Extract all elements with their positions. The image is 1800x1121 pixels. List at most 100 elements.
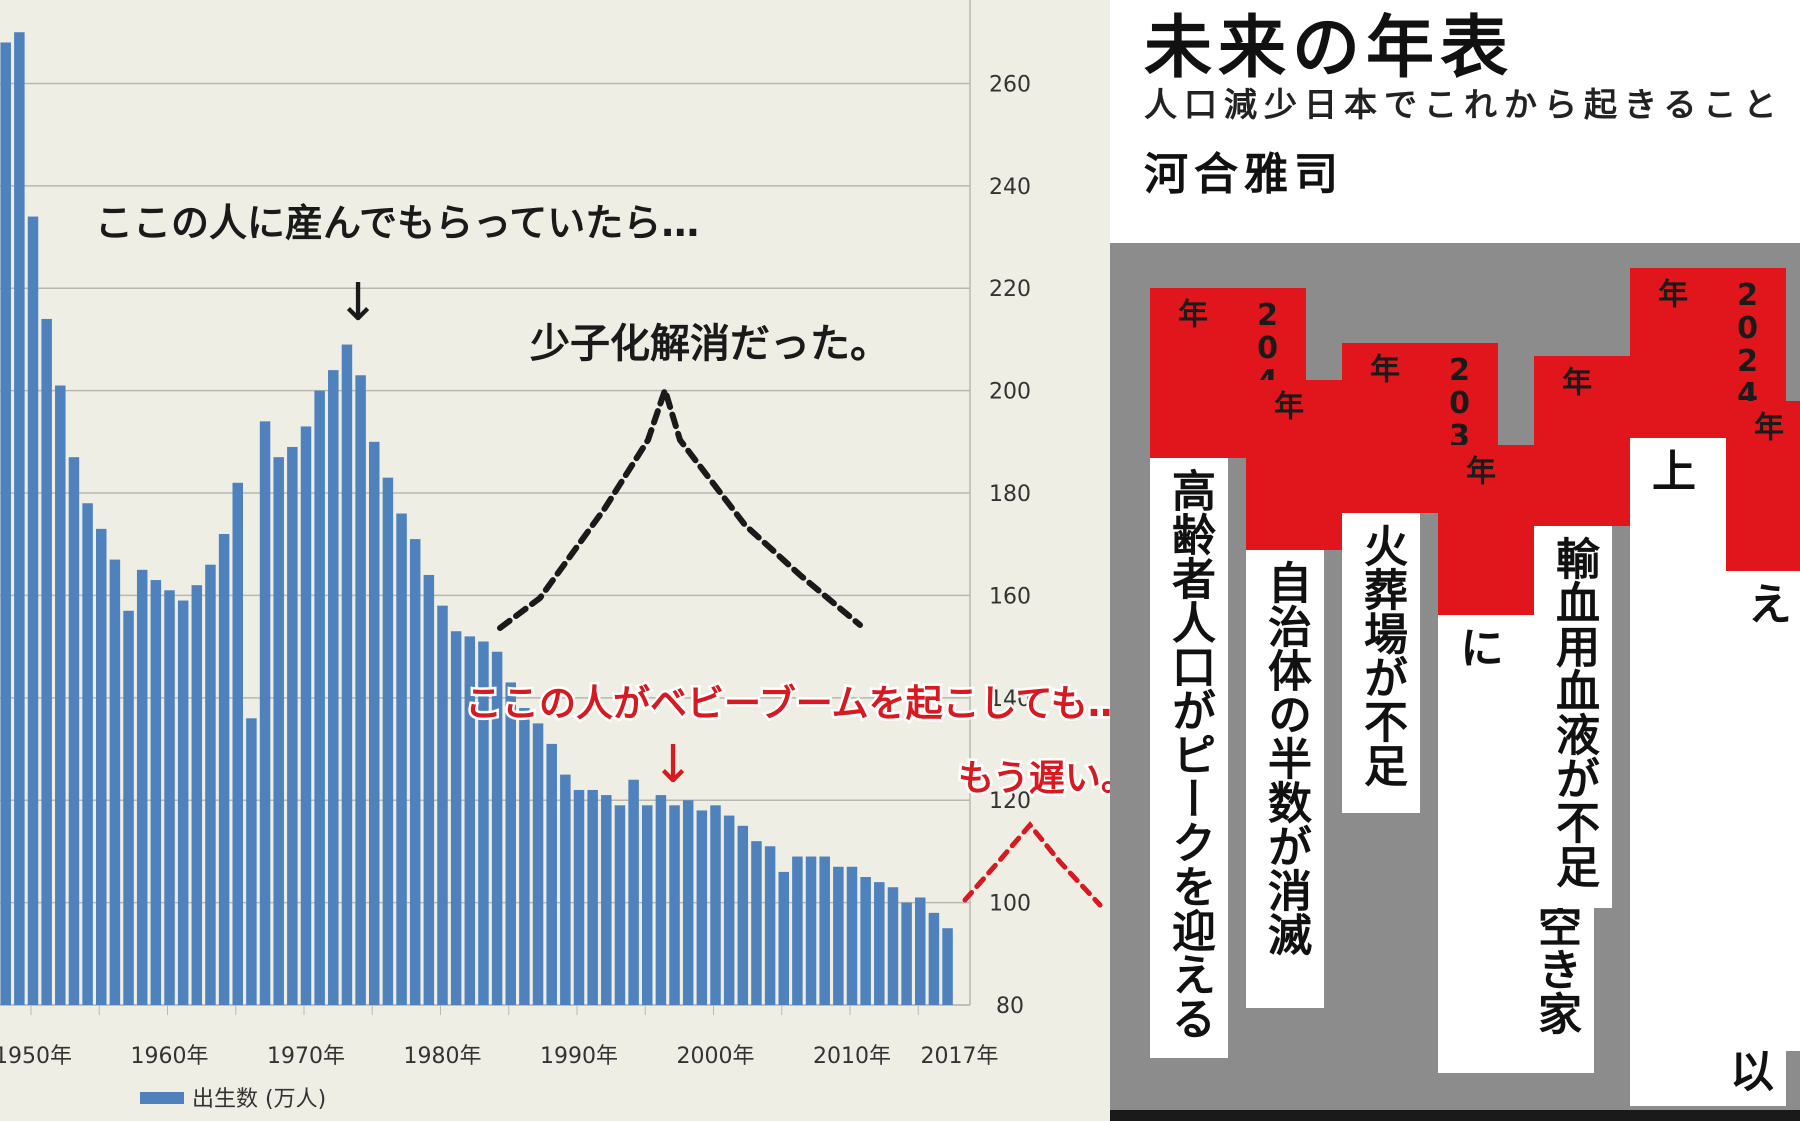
bar bbox=[682, 800, 694, 1005]
bar bbox=[109, 559, 121, 1005]
bar bbox=[300, 426, 312, 1006]
bar bbox=[532, 723, 544, 1005]
x-tick-label: 1980年 bbox=[404, 1044, 482, 1069]
bar bbox=[369, 441, 380, 1006]
bar bbox=[792, 856, 803, 1005]
y-tick-label: 240 bbox=[989, 175, 1031, 200]
bar bbox=[437, 605, 448, 1005]
annotation-dashed-peak-red bbox=[962, 821, 1103, 908]
bar bbox=[205, 564, 216, 1005]
bar bbox=[96, 528, 107, 1005]
card-text: 自治体の半数が消滅 bbox=[1246, 550, 1324, 1008]
bar bbox=[328, 370, 339, 1005]
timeline-card-2020: 2020年 女性の半数が50歳超え bbox=[1726, 401, 1800, 1051]
x-tick-label: 1960年 bbox=[131, 1044, 209, 1069]
bar bbox=[723, 815, 735, 1005]
bar bbox=[642, 805, 653, 1005]
bar bbox=[396, 513, 407, 1005]
bar bbox=[573, 789, 585, 1005]
bar bbox=[696, 810, 708, 1005]
legend-swatch bbox=[140, 1092, 184, 1104]
bar bbox=[82, 503, 93, 1005]
bar bbox=[355, 375, 366, 1005]
bar bbox=[246, 718, 257, 1005]
bar bbox=[409, 539, 421, 1005]
bar bbox=[259, 421, 271, 1005]
card-text: 輸血用血液が不足 bbox=[1534, 526, 1612, 908]
y-tick-label: 140 bbox=[989, 687, 1031, 712]
x-tick-label: 1990年 bbox=[540, 1044, 618, 1069]
birth-bar-chart: 80 100 120 140 160 180 200 220 240 260 1950年 1960年… bbox=[0, 0, 1110, 1112]
bar bbox=[833, 866, 844, 1005]
bar bbox=[382, 477, 394, 1005]
bar bbox=[669, 805, 680, 1005]
birth-chart-panel: 80 100 120 140 160 180 200 220 240 260 1950年 1960年… bbox=[0, 0, 1110, 1121]
y-tick-label: 120 bbox=[989, 789, 1031, 814]
card-text: 高齢者人口がピークを迎える bbox=[1150, 458, 1228, 1058]
bar bbox=[778, 871, 789, 1005]
bar bbox=[860, 877, 871, 1005]
timeline-card-2027: 2027年 輸血用血液が不足 bbox=[1534, 356, 1690, 908]
bar bbox=[191, 585, 203, 1005]
annotation-resolved-note: 少子化解消だった。 bbox=[530, 321, 890, 367]
bar bbox=[519, 708, 530, 1005]
bar bbox=[710, 805, 721, 1005]
bar bbox=[41, 318, 52, 1006]
annotation-arrow: ↓ bbox=[651, 735, 695, 795]
bar bbox=[928, 912, 940, 1005]
bar bbox=[14, 32, 25, 1006]
bar bbox=[177, 600, 189, 1005]
card-text: 火葬場が不足 bbox=[1342, 513, 1420, 813]
bar bbox=[27, 216, 39, 1006]
bar bbox=[751, 841, 762, 1005]
y-tick-label: 200 bbox=[989, 380, 1031, 405]
bar bbox=[737, 825, 749, 1005]
card-year: 2020年 bbox=[1726, 401, 1800, 571]
x-tick-label: 2000年 bbox=[677, 1044, 755, 1069]
bar bbox=[587, 789, 598, 1005]
timeline-card-2040: 2040年 自治体の半数が消滅 bbox=[1246, 380, 1402, 1008]
bar bbox=[450, 631, 462, 1005]
bar bbox=[942, 928, 953, 1005]
bar bbox=[150, 580, 162, 1005]
cover-bottom-band bbox=[1110, 1110, 1800, 1121]
bar bbox=[55, 385, 66, 1005]
bar bbox=[136, 569, 148, 1005]
bar bbox=[423, 574, 435, 1005]
book-author: 河合雅司 bbox=[1144, 149, 1344, 200]
legend-label: 出生数 (万人) bbox=[192, 1087, 326, 1112]
bar bbox=[164, 590, 175, 1005]
bar bbox=[505, 682, 516, 1005]
bar bbox=[218, 533, 230, 1005]
annotation-arrow: ↓ bbox=[336, 273, 380, 333]
bar bbox=[628, 779, 639, 1005]
bar bbox=[560, 774, 571, 1005]
bar bbox=[232, 482, 243, 1005]
annotation-dashed-peak bbox=[497, 380, 863, 631]
bar bbox=[819, 856, 830, 1005]
bar bbox=[601, 795, 612, 1005]
x-tick-label: 1970年 bbox=[267, 1044, 345, 1069]
y-tick-label: 180 bbox=[989, 482, 1031, 507]
bar bbox=[287, 446, 298, 1005]
bar bbox=[915, 897, 926, 1005]
bar bbox=[273, 457, 284, 1006]
timeline-card-2033: 2033年 3戸に1戸が空き家に bbox=[1438, 445, 1594, 1073]
bar bbox=[464, 636, 476, 1005]
bar bbox=[0, 42, 11, 1005]
book-cover: 未来の年表 人口減少日本でこれから起きること 河合雅司 2042年 高齢者人口が… bbox=[1110, 0, 1800, 1121]
annotation-too-late: もう遅い。 bbox=[958, 758, 1110, 799]
bar bbox=[314, 390, 325, 1005]
bar bbox=[887, 887, 899, 1005]
timeline-card-2039: 2039年 火葬場が不足 bbox=[1342, 343, 1498, 813]
bar bbox=[846, 866, 858, 1005]
bar bbox=[901, 902, 912, 1005]
x-tick-label: 2010年 bbox=[813, 1044, 891, 1069]
card-text: 女性の半数が50歳超え bbox=[1726, 571, 1800, 1051]
bar bbox=[874, 882, 885, 1005]
bar bbox=[614, 805, 626, 1005]
y-tick-label: 220 bbox=[989, 277, 1031, 302]
x-tick-label: 1950年 bbox=[0, 1044, 72, 1069]
bar bbox=[655, 795, 667, 1005]
bar bbox=[478, 641, 489, 1005]
